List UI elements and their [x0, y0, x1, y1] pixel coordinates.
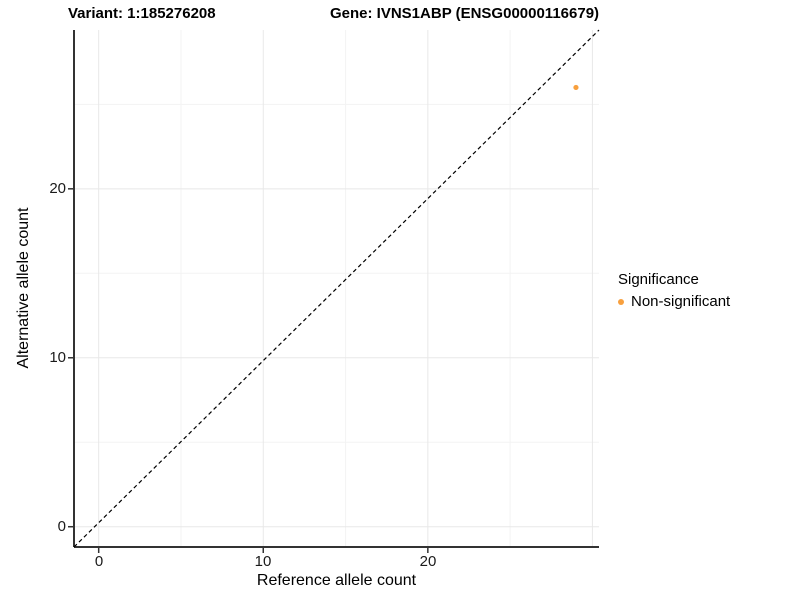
plot-title-variant: Variant: 1:185276208: [68, 5, 216, 22]
plot-title-gene: Gene: IVNS1ABP (ENSG00000116679): [330, 5, 600, 22]
y-tick-label-20: 20: [49, 180, 66, 197]
data-point: [573, 84, 579, 91]
legend-title: Significance: [618, 271, 699, 288]
y-tick-label-10: 10: [49, 349, 66, 366]
legend-entry-label: Non-significant: [631, 293, 731, 310]
x-tick-label-0: 0: [94, 553, 104, 570]
legend: Significance Non-significant: [618, 270, 730, 311]
y-axis-title: Alternative allele count: [15, 207, 32, 369]
x-axis-title: Reference allele count: [256, 572, 417, 589]
x-tick-label-20: 20: [419, 553, 437, 570]
identity-reference-line: [73, 29, 600, 548]
y-tick-label-0: 0: [57, 518, 66, 535]
legend-entry-non-significant: Non-significant: [618, 293, 730, 311]
x-tick-label-10: 10: [254, 553, 272, 570]
legend-point-icon: [618, 299, 624, 305]
